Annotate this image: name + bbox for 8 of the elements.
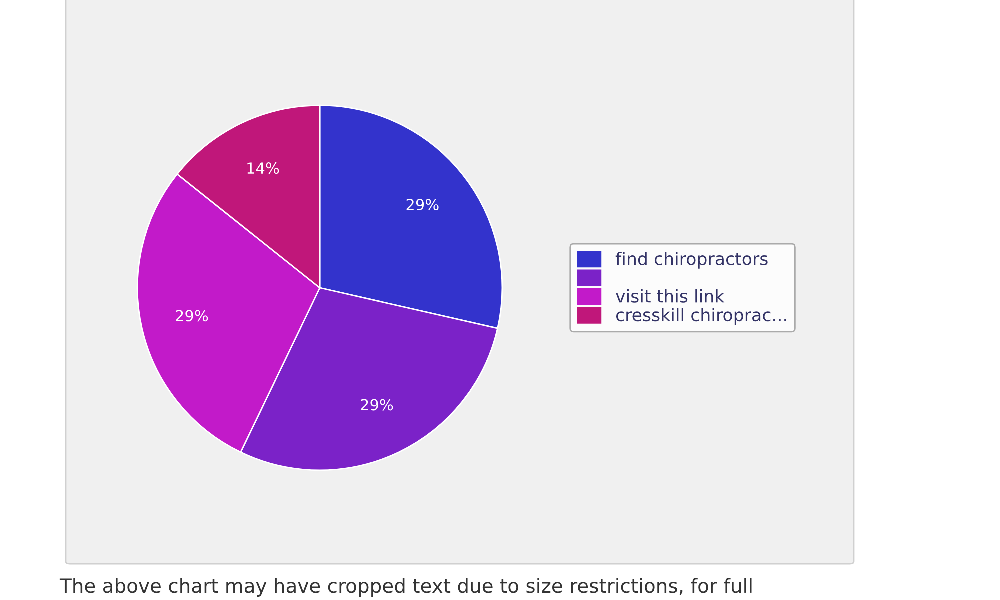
data-label: 29% <box>361 399 394 411</box>
data-label: 29% <box>406 198 439 211</box>
legend-label: visit this link <box>616 289 725 303</box>
data-label: 29% <box>176 310 208 322</box>
text: The above chart may have cropped text due to size restrictions, for full <box>60 578 752 597</box>
legend-label: find chiropractors <box>616 252 768 269</box>
legend-label: cresskill chiroprac... <box>616 308 786 325</box>
data-label: 14% <box>248 162 280 174</box>
